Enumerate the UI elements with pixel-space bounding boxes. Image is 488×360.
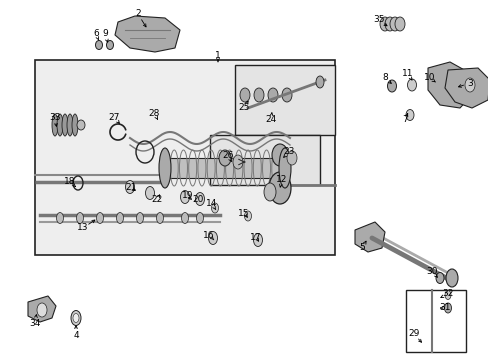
Ellipse shape [52, 114, 58, 136]
Ellipse shape [125, 180, 134, 194]
Text: 8: 8 [381, 73, 387, 82]
Ellipse shape [405, 109, 413, 121]
Ellipse shape [76, 212, 83, 224]
Bar [35, 60, 334, 255]
Ellipse shape [279, 148, 290, 188]
Ellipse shape [445, 269, 457, 287]
Text: 23: 23 [283, 148, 294, 157]
Ellipse shape [106, 40, 113, 49]
Bar [164, 158, 285, 178]
Text: 10: 10 [424, 73, 435, 82]
Text: 5: 5 [358, 243, 364, 252]
Ellipse shape [159, 148, 171, 188]
Ellipse shape [379, 17, 389, 31]
Bar [209, 135, 319, 185]
Text: 1: 1 [215, 50, 221, 59]
Text: 16: 16 [203, 230, 214, 239]
Ellipse shape [464, 78, 474, 92]
Ellipse shape [57, 114, 63, 136]
Polygon shape [115, 16, 180, 52]
Ellipse shape [211, 203, 218, 213]
Text: 30: 30 [426, 266, 437, 275]
Bar [235, 65, 334, 135]
Text: 35: 35 [372, 15, 384, 24]
Text: 27: 27 [108, 112, 120, 122]
Bar [405, 290, 465, 352]
Ellipse shape [394, 17, 404, 31]
Ellipse shape [71, 310, 81, 325]
Ellipse shape [435, 273, 443, 284]
Ellipse shape [62, 114, 68, 136]
Ellipse shape [407, 79, 416, 91]
Ellipse shape [37, 303, 47, 317]
Text: 6: 6 [93, 30, 99, 39]
Text: 21: 21 [125, 184, 137, 193]
Ellipse shape [389, 17, 399, 31]
Ellipse shape [180, 190, 189, 203]
Polygon shape [28, 296, 56, 322]
Polygon shape [427, 62, 471, 108]
Text: 31: 31 [438, 303, 450, 312]
Ellipse shape [96, 212, 103, 224]
Ellipse shape [264, 183, 275, 201]
Ellipse shape [386, 80, 396, 92]
Ellipse shape [253, 88, 264, 102]
Text: 3: 3 [466, 78, 472, 87]
Polygon shape [354, 222, 384, 252]
Ellipse shape [219, 150, 230, 166]
Text: 25: 25 [238, 104, 249, 112]
Ellipse shape [244, 211, 251, 221]
Text: 32: 32 [442, 289, 453, 298]
Ellipse shape [240, 88, 249, 102]
Ellipse shape [73, 314, 79, 323]
Ellipse shape [77, 120, 85, 130]
Ellipse shape [444, 291, 450, 300]
Ellipse shape [116, 212, 123, 224]
Text: 34: 34 [29, 319, 41, 328]
Ellipse shape [145, 186, 154, 199]
Ellipse shape [282, 88, 291, 102]
Ellipse shape [253, 234, 262, 247]
Text: 11: 11 [402, 69, 413, 78]
Ellipse shape [271, 144, 287, 166]
Text: 17: 17 [250, 233, 261, 242]
Ellipse shape [384, 17, 394, 31]
Polygon shape [444, 68, 488, 108]
Text: 15: 15 [238, 208, 249, 217]
Text: 19: 19 [182, 192, 193, 201]
Text: 28: 28 [148, 108, 160, 117]
Text: 22: 22 [151, 195, 163, 204]
Ellipse shape [267, 88, 278, 102]
Text: 12: 12 [276, 175, 287, 184]
Ellipse shape [196, 212, 203, 224]
Text: 33: 33 [49, 112, 61, 122]
Ellipse shape [72, 114, 78, 136]
Ellipse shape [195, 193, 204, 206]
Ellipse shape [156, 212, 163, 224]
Ellipse shape [208, 231, 217, 244]
Ellipse shape [286, 151, 296, 165]
Text: 9: 9 [102, 30, 108, 39]
Text: 24: 24 [265, 116, 276, 125]
Text: 26: 26 [222, 152, 233, 161]
Ellipse shape [232, 155, 243, 169]
Text: 14: 14 [206, 199, 217, 208]
Ellipse shape [268, 172, 290, 204]
Ellipse shape [67, 114, 73, 136]
Ellipse shape [136, 212, 143, 224]
Text: 18: 18 [64, 177, 76, 186]
Text: 7: 7 [401, 116, 407, 125]
Ellipse shape [95, 40, 102, 49]
Text: 4: 4 [73, 330, 79, 339]
Text: 29: 29 [407, 329, 419, 338]
Text: 2: 2 [135, 9, 141, 18]
Text: 13: 13 [77, 224, 88, 233]
Ellipse shape [315, 76, 324, 88]
Ellipse shape [181, 212, 188, 224]
Ellipse shape [57, 212, 63, 224]
Ellipse shape [444, 303, 450, 313]
Text: 20: 20 [192, 195, 203, 204]
